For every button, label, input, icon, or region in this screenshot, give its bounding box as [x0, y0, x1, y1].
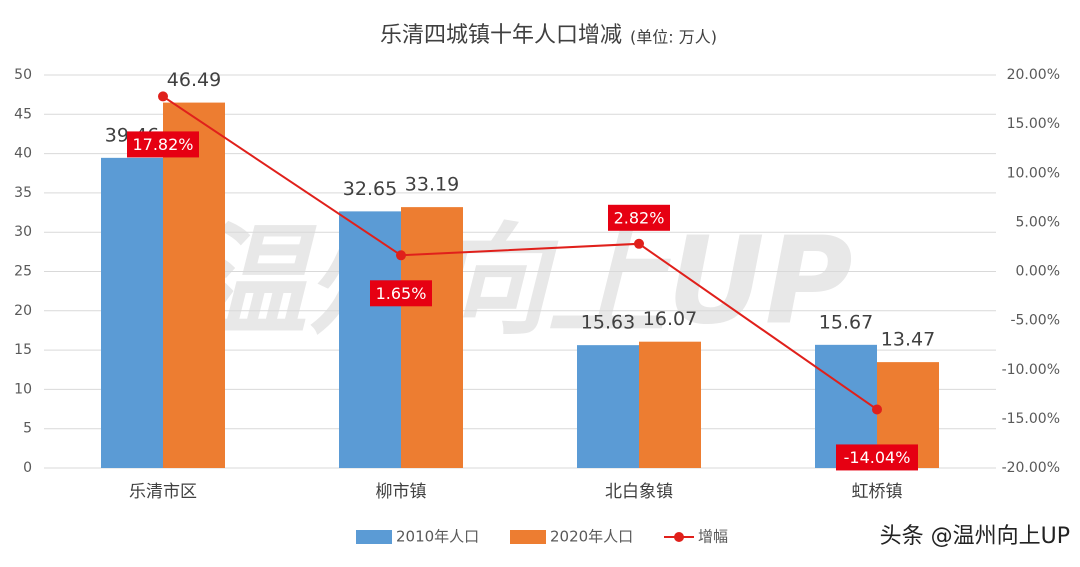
- line-value-label: 2.82%: [614, 208, 665, 227]
- y-tick-label: 40: [14, 146, 32, 162]
- line-value-label: -14.04%: [844, 448, 911, 467]
- y2-tick-label: 10.00%: [1007, 165, 1060, 181]
- data-label-box: [127, 131, 199, 158]
- bar-value-label: 16.07: [643, 308, 697, 330]
- y2-tick-label: -5.00%: [1010, 313, 1060, 329]
- data-label-box: [608, 204, 670, 231]
- y-tick-label: 25: [14, 264, 32, 280]
- bar: [163, 102, 225, 469]
- y-tick-label: 0: [23, 460, 32, 476]
- data-label-box: [836, 444, 918, 471]
- bar: [577, 345, 639, 468]
- y-tick-label: 45: [14, 106, 32, 122]
- y2-tick-label: 15.00%: [1007, 116, 1060, 132]
- x-tick-label: 虹桥镇: [852, 482, 903, 502]
- bar-value-label: 33.19: [405, 174, 459, 196]
- x-tick-label: 北白象镇: [605, 482, 673, 502]
- x-tick-label: 柳市镇: [376, 482, 427, 502]
- y2-tick-label: -10.00%: [1002, 362, 1060, 378]
- bar-value-label: 15.67: [819, 311, 873, 333]
- y2-tick-label: -20.00%: [1002, 460, 1060, 476]
- legend-label: 2010年人口: [396, 528, 479, 546]
- bar-value-label: 13.47: [881, 329, 935, 351]
- chart-title: 乐清四城镇十年人口增减: [380, 23, 622, 48]
- legend-swatch: [356, 530, 392, 544]
- y-tick-label: 15: [14, 342, 32, 358]
- y2-tick-label: -15.00%: [1002, 411, 1060, 427]
- bar-value-label: 46.49: [167, 69, 221, 91]
- y-tick-label: 5: [23, 421, 32, 437]
- y-tick-label: 30: [14, 224, 32, 240]
- y2-tick-label: 0.00%: [1016, 264, 1060, 280]
- line-value-label: 1.65%: [376, 284, 427, 303]
- line-marker: [396, 250, 406, 261]
- bar-value-label: 15.63: [581, 312, 635, 334]
- legend-label: 2020年人口: [550, 528, 633, 546]
- legend-label: 增幅: [698, 528, 728, 546]
- line: [162, 95, 878, 411]
- line-marker: [634, 238, 644, 249]
- y-tick-label: 50: [14, 67, 32, 83]
- y2-tick-label: 20.00%: [1007, 67, 1060, 83]
- bar: [639, 341, 701, 468]
- line-marker: [158, 91, 168, 102]
- bar-value-label: 32.65: [343, 178, 397, 200]
- x-tick-label: 乐清市区: [129, 482, 197, 502]
- data-label-box: [370, 280, 432, 307]
- legend-swatch: [510, 530, 546, 544]
- credit: 头条 @温州向上UP: [880, 524, 1070, 549]
- y-tick-label: 20: [14, 303, 32, 319]
- line-marker: [872, 404, 882, 415]
- watermark: 温州向上UP: [187, 213, 852, 352]
- y-tick-label: 10: [14, 381, 32, 397]
- bar: [401, 207, 463, 469]
- legend-marker: [674, 532, 684, 542]
- chart-subtitle: (单位: 万人): [630, 28, 717, 47]
- line-value-label: 17.82%: [132, 135, 193, 154]
- y-tick-label: 35: [14, 185, 32, 201]
- bar: [339, 211, 401, 468]
- y2-tick-label: 5.00%: [1016, 214, 1060, 230]
- bar: [101, 157, 163, 468]
